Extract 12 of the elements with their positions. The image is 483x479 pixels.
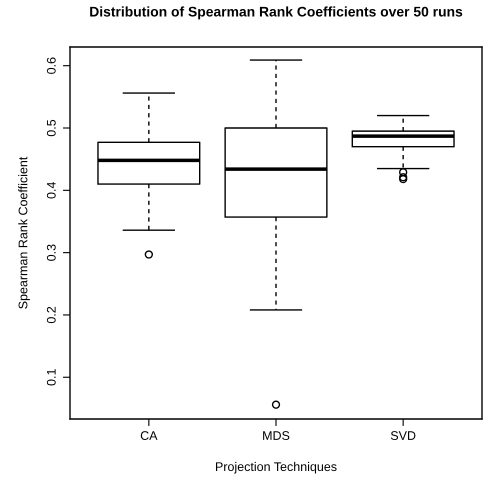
y-axis-title: Spearman Rank Coefficient (18, 156, 30, 309)
y-tick-label: 0.2 (46, 306, 56, 324)
y-tick-label: 0.3 (46, 244, 56, 261)
x-axis-title: Projection Techniques (216, 462, 337, 474)
y-tick-label: 0.1 (46, 369, 56, 386)
y-tick-label: 0.5 (46, 120, 56, 136)
y-tick-label: 0.6 (46, 58, 56, 74)
x-tick-label: MDS (263, 431, 290, 440)
x-tick-label: CA (140, 431, 158, 440)
x-tick-label: SVD (390, 431, 416, 440)
chart-title: Distribution of Spearman Rank Coefficients over 50 runs (90, 6, 462, 20)
y-tick-label: 0.4 (46, 182, 56, 199)
